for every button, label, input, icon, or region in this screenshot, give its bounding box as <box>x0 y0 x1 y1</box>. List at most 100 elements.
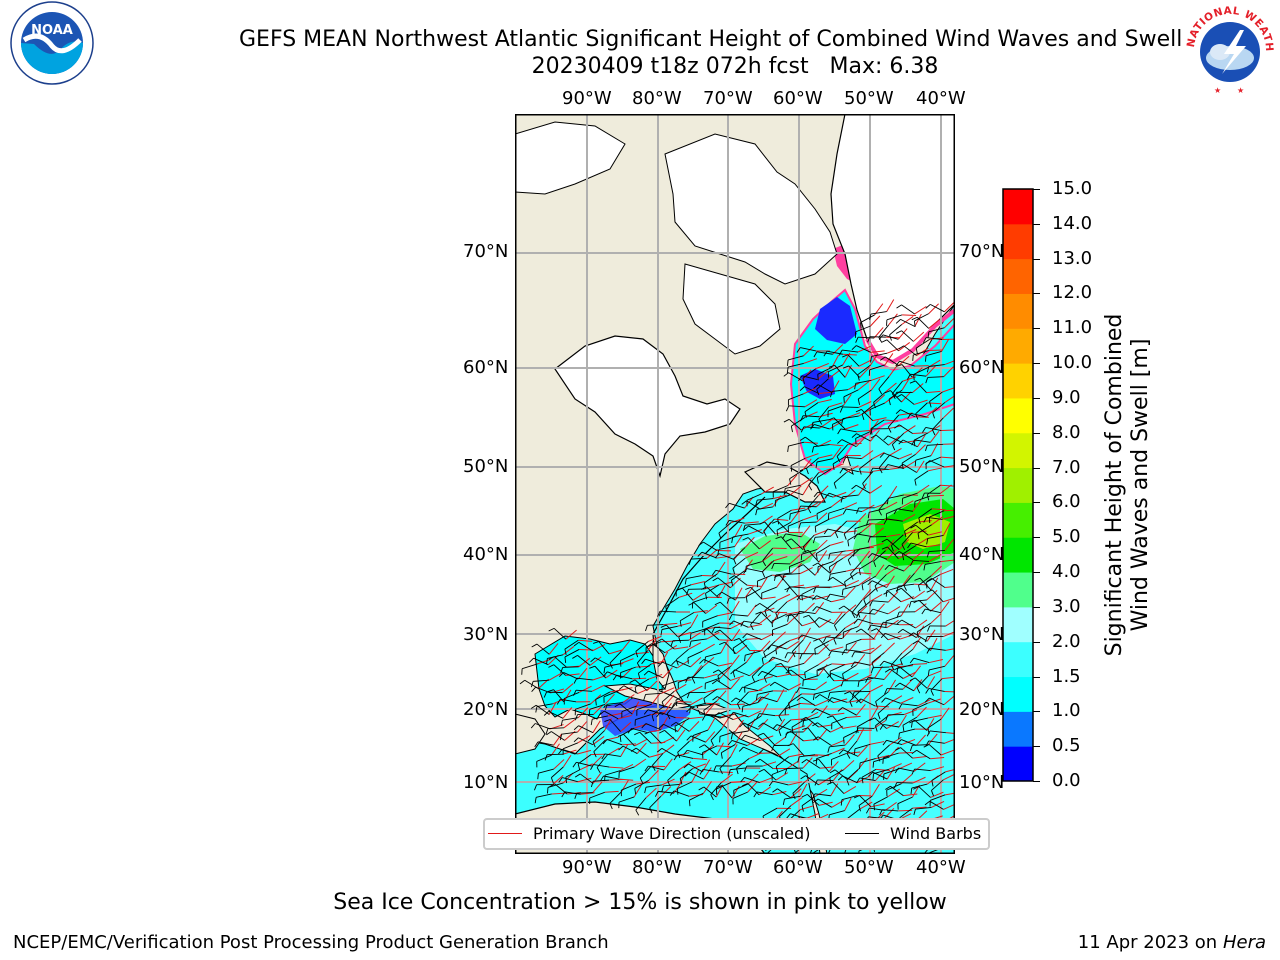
wind-barbs-legend-line <box>845 833 879 834</box>
wind-barb-flag <box>869 313 872 321</box>
wind-barb-shaft <box>538 768 554 774</box>
wind-barb-shaft <box>929 665 945 671</box>
wind-barb-flag <box>881 538 888 543</box>
lon-tick-top: 80°W <box>632 88 682 109</box>
wind-barb-shaft <box>761 586 777 594</box>
wave-arrow <box>873 327 884 339</box>
wind-barb-flag <box>881 697 886 703</box>
wind-barb-flag <box>686 707 692 713</box>
wind-barb-shaft <box>635 797 647 811</box>
wind-barb-flag <box>893 508 898 515</box>
wind-barb-shaft <box>693 602 706 614</box>
wind-barb-shaft <box>635 747 650 758</box>
wave-arrow <box>831 497 843 508</box>
wind-barb-shaft <box>737 691 749 704</box>
wave-arrow <box>829 646 844 652</box>
wind-barb-flag <box>898 703 903 710</box>
wind-barb-flag <box>775 612 779 619</box>
noaa-text: NOAA <box>31 23 73 38</box>
wave-arrow <box>944 586 955 589</box>
wind-barb-flag <box>911 439 916 446</box>
wave-arrow <box>788 753 803 758</box>
wind-barb-flag <box>637 673 641 680</box>
wind-barb-shaft <box>533 657 549 666</box>
wind-barb-shaft <box>833 417 846 430</box>
wave-arrow <box>916 347 929 356</box>
wind-barb-shaft <box>705 652 722 658</box>
wave-arrow <box>759 676 773 681</box>
wind-barb-shaft <box>675 691 691 701</box>
wind-barb-flag <box>755 509 758 516</box>
wind-barb-shaft <box>829 744 846 748</box>
wind-barb-flag <box>827 746 830 753</box>
wind-barb-shaft <box>533 679 550 682</box>
wave-arrow <box>801 525 811 538</box>
wave-arrow <box>831 354 840 368</box>
wind-barb-flag <box>925 740 930 747</box>
wind-barb-flag <box>772 520 778 524</box>
wave-arrow <box>928 531 942 536</box>
footer-date-text: 11 Apr 2023 on <box>1077 932 1223 953</box>
wind-barb-shaft <box>743 722 759 730</box>
wind-barb-flag <box>841 649 846 656</box>
wave-arrow <box>875 768 890 771</box>
wind-barb-flag <box>807 507 812 514</box>
wind-barb-shaft <box>900 648 914 660</box>
title-clip: GEFS MEAN Northwest Atlantic Significant… <box>0 0 1185 60</box>
wind-barb-flag <box>808 484 813 491</box>
wave-arrow <box>815 699 829 707</box>
wind-barb-flag <box>814 779 818 786</box>
wind-barb-shaft <box>899 551 914 561</box>
wind-barb-shaft <box>868 518 885 521</box>
wind-barb-flag <box>686 735 692 741</box>
davis-strait-low-waves <box>815 297 857 344</box>
wind-barb-shaft <box>916 622 931 633</box>
wind-barb-shaft <box>790 457 806 466</box>
wind-barb-flag <box>548 664 555 668</box>
wind-barb-flag <box>842 354 848 358</box>
wind-barb-shaft <box>743 620 760 624</box>
wind-barb-shaft <box>704 622 720 630</box>
wind-barb-shaft <box>807 495 819 509</box>
wave-arrow <box>833 679 848 682</box>
wind-barb-flag <box>881 339 888 343</box>
wind-barb-flag <box>782 533 787 540</box>
wave-arrow <box>871 378 881 391</box>
wind-barb-flag <box>895 587 902 592</box>
colorbar-tick-label: 13.0 <box>1052 247 1093 269</box>
wind-barb-shaft <box>777 520 790 533</box>
wind-barb-flag <box>729 575 735 580</box>
wind-barb-flag <box>564 656 567 663</box>
wind-barb-flag <box>926 589 933 593</box>
wind-barb-shaft <box>901 619 916 629</box>
wind-barb-shaft <box>791 538 804 551</box>
wind-barb-shaft <box>731 739 748 746</box>
wave-arrow <box>818 776 831 786</box>
wave-arrow <box>870 803 885 808</box>
wave-arrow <box>831 598 846 603</box>
wind-barb-shaft <box>747 783 760 796</box>
wind-barb-shaft <box>834 365 846 378</box>
wind-barb-flag <box>699 769 704 775</box>
wind-barb-shaft <box>750 587 763 600</box>
wave-arrow <box>675 752 690 757</box>
wind-barb-shaft <box>928 688 945 692</box>
wind-barb-flag <box>924 636 928 643</box>
wind-barb-shaft <box>814 518 830 527</box>
wind-barb-flag <box>759 521 765 525</box>
wind-barb-shaft <box>927 534 944 539</box>
wave-arrow <box>759 777 773 784</box>
wave-arrow <box>661 736 675 744</box>
wave-arrow <box>761 632 775 641</box>
wave-arrow <box>622 694 635 703</box>
wind-barb-shaft <box>775 572 792 576</box>
wind-barb-flag <box>558 777 563 783</box>
wind-barb-shaft <box>901 330 914 342</box>
colorbar-tick-mark <box>1033 572 1040 574</box>
wind-barb-flag <box>890 545 894 552</box>
wave-arrow <box>663 758 673 771</box>
wave-arrow <box>912 383 924 393</box>
wave-arrow <box>789 554 801 565</box>
wind-barb-flag <box>906 374 911 380</box>
wind-barb-flag <box>744 655 746 662</box>
